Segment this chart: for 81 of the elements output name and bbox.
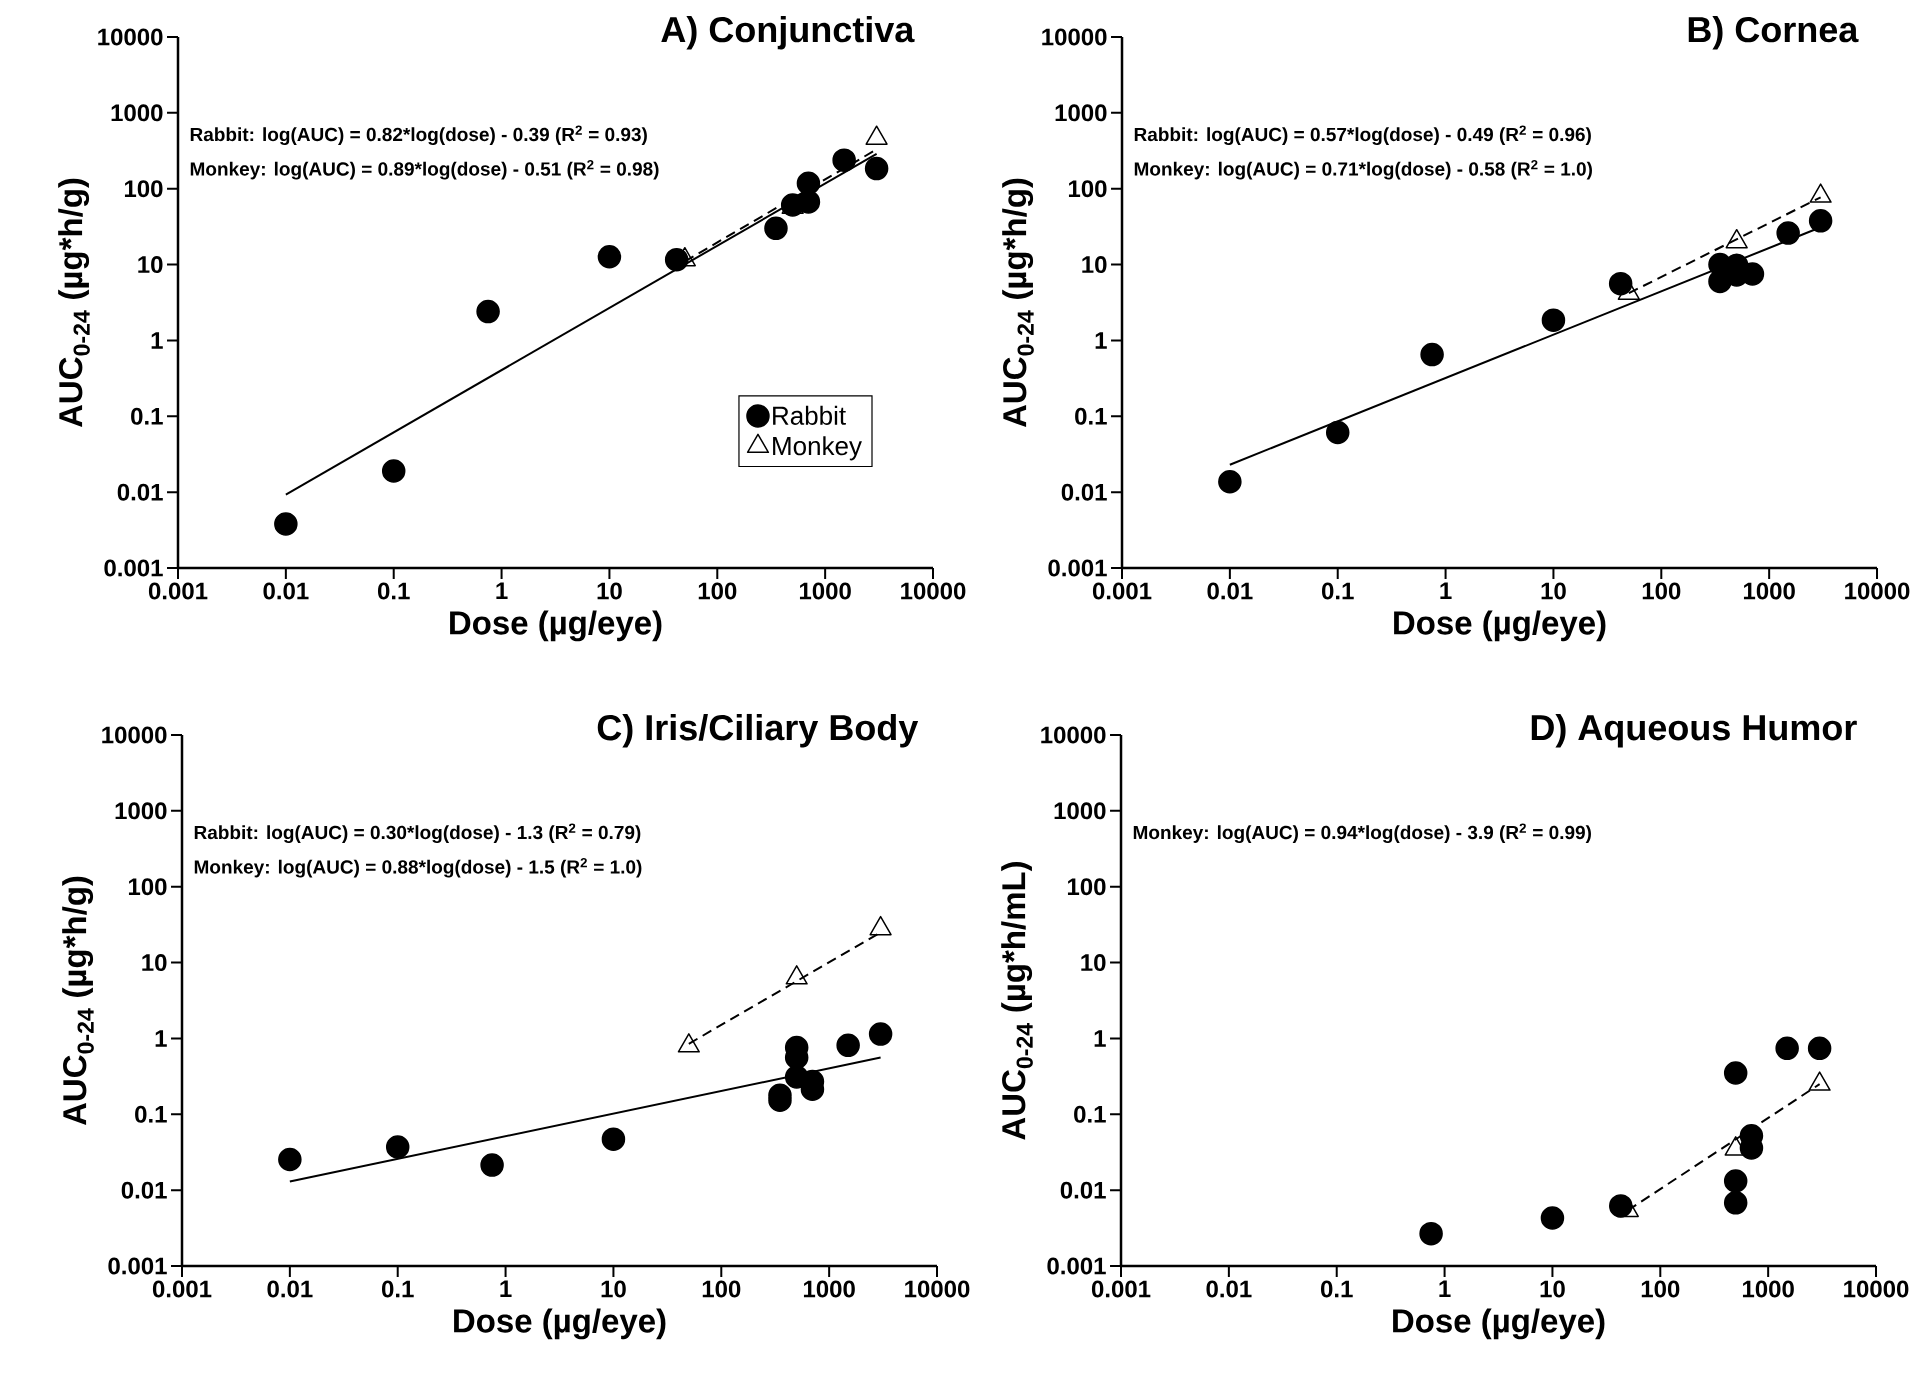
chart-title: A) Conjunctiva [661, 15, 915, 50]
y-tick-label: 0.1 [131, 407, 163, 425]
y-tick-label: 10000 [98, 28, 163, 46]
annotation: Monkey: log(AUC) = 0.89*log(dose) - 0.51 (R$^{2}$ = 0.98) [190, 159, 659, 180]
x-tick-label: 10000 [905, 1280, 970, 1298]
x-tick-label: 10000 [1845, 582, 1910, 600]
y-tick-label: 100 [1068, 180, 1107, 198]
y-tick-label: 10000 [1042, 28, 1107, 46]
x-tick-label: 1 [500, 1280, 512, 1298]
y-tick-label: 100 [128, 878, 167, 896]
x-tick-label: 1000 [1742, 1280, 1794, 1298]
y-tick-label: 0.01 [1061, 483, 1107, 501]
x-tick-label: 10000 [1844, 1280, 1909, 1298]
chart-title: D) Aqueous Humor [1531, 713, 1857, 748]
x-tick-label: 0.1 [1321, 1280, 1353, 1298]
x-tick-label: 100 [1642, 582, 1681, 600]
x-axis-title: Dose (µg/eye) [1394, 610, 1606, 642]
y-tick-label: 10000 [102, 726, 167, 744]
y-tick-label: 0.01 [1060, 1181, 1106, 1199]
y-tick-label: 10 [1081, 954, 1106, 972]
y-tick-label: 10000 [1041, 726, 1106, 744]
annotation: Rabbit: log(AUC) = 0.82*log(dose) - 0.39 (R$^{2}$ = 0.93) [190, 125, 647, 146]
y-tick-label: 1000 [115, 802, 167, 820]
x-tick-label: 10000 [901, 582, 966, 600]
x-axis-title: Dose (µg/eye) [454, 1308, 666, 1340]
y-tick-label: 0.1 [135, 1105, 167, 1123]
x-axis-title: Dose (µg/eye) [450, 610, 662, 642]
y-tick-label: 0.001 [104, 559, 163, 577]
y-tick-label: 0.1 [1075, 407, 1107, 425]
y-tick-label: 0.1 [1074, 1105, 1106, 1123]
y-tick-label: 0.001 [1048, 559, 1107, 577]
y-axis-title: AUC$_{0-24}$ (µg*h/mL) [1001, 862, 1033, 1140]
x-tick-label: 100 [698, 582, 737, 600]
y-tick-label: 0.001 [1047, 1257, 1106, 1275]
y-tick-label: 1000 [1055, 104, 1107, 122]
y-tick-label: 1 [155, 1030, 167, 1047]
x-tick-label: 1 [1440, 582, 1452, 600]
x-axis-title: Dose (µg/eye) [1393, 1308, 1605, 1340]
x-tick-label: 0.01 [267, 1280, 313, 1298]
chart-title: B) Cornea [1688, 15, 1859, 50]
x-tick-label: 10 [597, 582, 622, 600]
y-tick-label: 1000 [1054, 802, 1106, 820]
y-tick-label: 0.001 [108, 1257, 167, 1275]
annotation: Monkey: log(AUC) = 0.88*log(dose) - 1.5 (R$^{2}$ = 1.0) [194, 857, 642, 878]
y-tick-label: 1000 [111, 104, 163, 122]
x-tick-label: 1000 [799, 582, 851, 600]
y-tick-label: 100 [124, 180, 163, 198]
annotation: Rabbit: log(AUC) = 0.57*log(dose) - 0.49 (R$^{2}$ = 0.96) [1134, 125, 1591, 146]
annotation: Monkey: log(AUC) = 0.71*log(dose) - 0.58 (R$^{2}$ = 1.0) [1134, 159, 1592, 180]
x-tick-label: 0.01 [263, 582, 309, 600]
x-tick-label: 1 [1439, 1280, 1451, 1298]
y-tick-label: 1 [1095, 332, 1107, 349]
y-tick-label: 0.01 [121, 1181, 167, 1199]
x-tick-label: 0.1 [1322, 582, 1354, 600]
x-tick-label: 0.1 [381, 1280, 414, 1298]
annotation: Monkey: log(AUC) = 0.94*log(dose) - 3.9 (R$^{2}$ = 0.99) [1133, 823, 1591, 844]
y-axis-title: AUC$_{0-24}$ (µg*h/g) [1002, 178, 1034, 428]
x-tick-label: 10 [1541, 582, 1566, 600]
x-tick-label: 10 [601, 1280, 626, 1298]
x-tick-label: 0.01 [1207, 582, 1253, 600]
annotation: Rabbit: log(AUC) = 0.30*log(dose) - 1.3 (R$^{2}$ = 0.79) [194, 823, 641, 844]
y-tick-label: 10 [138, 256, 163, 274]
y-tick-label: 1 [151, 332, 163, 349]
y-axis-title: AUC$_{0-24}$ (µg*h/g) [62, 876, 94, 1126]
y-tick-label: 1 [1094, 1030, 1106, 1047]
x-tick-label: 100 [702, 1280, 741, 1298]
x-tick-label: 100 [1641, 1280, 1680, 1298]
x-tick-label: 0.01 [1206, 1280, 1252, 1298]
y-tick-label: 10 [1082, 256, 1107, 274]
y-tick-label: 10 [142, 954, 167, 972]
legend-label: Monkey [773, 436, 862, 461]
x-tick-label: 1 [496, 582, 508, 600]
x-tick-label: 0.1 [377, 582, 410, 600]
x-tick-label: 1000 [1743, 582, 1795, 600]
y-tick-label: 0.01 [117, 483, 163, 501]
chart-title: C) Iris/Ciliary Body [597, 713, 919, 748]
x-tick-label: 1000 [803, 1280, 855, 1298]
x-tick-label: 10 [1540, 1280, 1565, 1298]
y-axis-title: AUC$_{0-24}$ (µg*h/g) [58, 178, 90, 428]
legend-label: Rabbit [773, 405, 846, 425]
y-tick-label: 100 [1067, 878, 1106, 896]
